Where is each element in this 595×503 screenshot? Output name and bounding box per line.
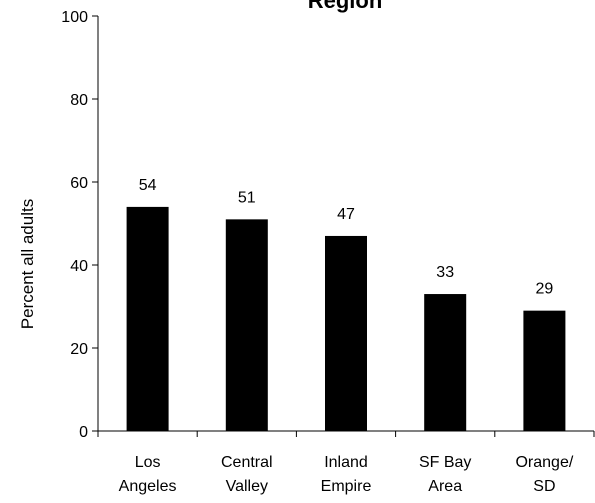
x-axis bbox=[97, 430, 595, 437]
bar bbox=[325, 235, 367, 431]
data-label: 47 bbox=[337, 206, 355, 223]
data-labels-group: 54 51 47 33 29 bbox=[139, 177, 554, 298]
y-axis-label: Percent all adults bbox=[18, 199, 37, 329]
x-category-label: Orange/ bbox=[515, 454, 573, 471]
category-labels-group: Los Angeles Central Valley Inland Empire SF Ba… bbox=[119, 454, 574, 495]
bars-group bbox=[126, 206, 566, 431]
y-tick-label: 0 bbox=[79, 424, 88, 441]
y-tick-label: 60 bbox=[70, 175, 88, 192]
y-tick-label: 100 bbox=[61, 9, 88, 26]
x-category-label: Valley bbox=[226, 478, 268, 495]
y-tick-label: 80 bbox=[70, 92, 88, 109]
data-label: 33 bbox=[436, 264, 454, 281]
x-category-label: SF Bay bbox=[419, 454, 471, 471]
x-category-label: Los bbox=[135, 454, 161, 471]
bar bbox=[523, 310, 566, 431]
bar bbox=[126, 206, 169, 431]
data-label: 29 bbox=[536, 281, 554, 298]
chart-title: Region bbox=[308, 0, 383, 13]
x-category-label: Central bbox=[221, 454, 273, 471]
y-tick-label: 20 bbox=[70, 341, 88, 358]
x-category-label: Inland bbox=[324, 454, 368, 471]
data-label: 51 bbox=[238, 189, 256, 206]
y-tick-label: 40 bbox=[70, 258, 88, 275]
x-category-label: Empire bbox=[321, 478, 372, 495]
bar bbox=[424, 294, 467, 431]
y-axis: 0 20 40 60 80 100 bbox=[61, 9, 99, 441]
x-category-label: Angeles bbox=[119, 478, 177, 495]
x-category-label: SD bbox=[533, 478, 555, 495]
data-label: 54 bbox=[139, 177, 157, 194]
bar bbox=[225, 219, 268, 431]
x-category-label: Area bbox=[428, 478, 462, 495]
